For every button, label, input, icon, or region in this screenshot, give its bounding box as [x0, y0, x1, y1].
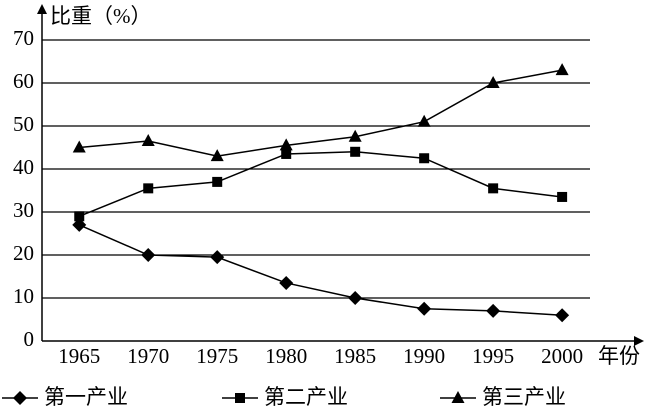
legend-label: 第二产业 — [264, 385, 348, 409]
x-tick-label: 2000 — [541, 344, 583, 368]
y-tick-label: 70 — [13, 26, 34, 50]
data-point — [72, 140, 86, 153]
y-tick-label: 10 — [13, 284, 34, 308]
data-point — [212, 176, 223, 187]
data-point — [417, 301, 432, 316]
x-axis-arrow — [634, 336, 644, 346]
series-line — [79, 69, 563, 157]
y-tick-label: 30 — [13, 198, 34, 222]
data-point — [141, 248, 156, 262]
y-tick-label: 40 — [13, 155, 34, 179]
x-tick-label: 1995 — [472, 344, 514, 368]
data-point — [486, 76, 500, 88]
data-point — [557, 191, 568, 202]
legend-label: 第三产业 — [482, 385, 566, 409]
data-point — [143, 183, 154, 194]
x-tick-label: 1970 — [127, 344, 169, 368]
series-line — [78, 151, 563, 217]
data-point — [72, 217, 87, 232]
x-axis-label: 年份 — [598, 344, 640, 368]
data-point — [555, 63, 569, 76]
data-point — [419, 153, 430, 164]
data-point — [281, 148, 292, 159]
y-tick-label: 20 — [13, 241, 34, 265]
data-point — [210, 149, 224, 162]
y-axis-arrow — [37, 4, 47, 14]
x-tick-label: 1965 — [58, 344, 100, 368]
data-point — [488, 183, 499, 194]
data-point — [74, 211, 85, 222]
data-point — [141, 134, 155, 147]
data-point — [348, 291, 363, 305]
legend-label: 第一产业 — [44, 385, 128, 409]
data-point — [486, 303, 501, 318]
x-tick-label: 1985 — [334, 344, 376, 368]
legend-marker — [451, 391, 465, 403]
data-point — [417, 114, 431, 127]
y-tick-label: 50 — [13, 112, 34, 136]
y-tick-label: 60 — [13, 69, 34, 93]
x-tick-label: 1975 — [196, 344, 238, 368]
data-point — [348, 129, 362, 142]
x-tick-label: 1980 — [265, 344, 307, 368]
y-axis-label: 比重（%） — [50, 4, 152, 28]
data-point — [350, 146, 361, 157]
y-tick-label: 0 — [24, 327, 35, 351]
data-point — [279, 138, 293, 151]
data-point — [279, 275, 294, 290]
x-tick-label: 1990 — [403, 344, 445, 368]
data-point — [210, 250, 225, 265]
data-point — [555, 308, 570, 323]
series-line — [78, 224, 563, 316]
